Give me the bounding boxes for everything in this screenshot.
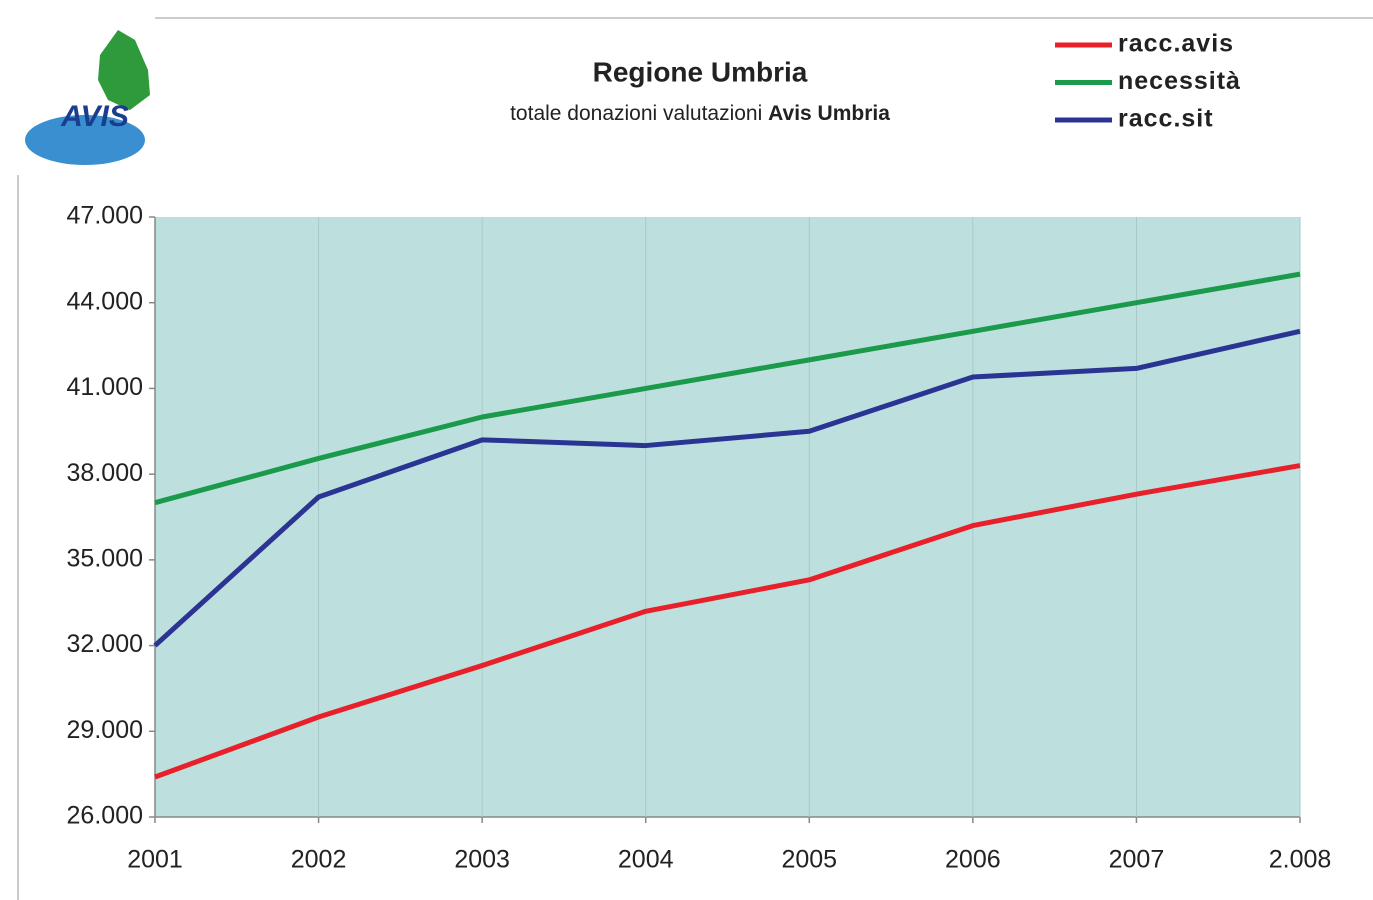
chart-subtitle: totale donazioni valutazioni Avis Umbria xyxy=(510,102,890,125)
x-tick-label: 2003 xyxy=(454,846,510,874)
y-tick-label: 41.000 xyxy=(67,373,143,401)
x-tick-label: 2004 xyxy=(618,846,674,874)
series-line xyxy=(154,271,1301,506)
x-tick-label: 2001 xyxy=(127,846,183,874)
y-tick-label: 38.000 xyxy=(67,459,143,487)
y-tick-label: 32.000 xyxy=(67,630,143,658)
x-tick-label: 2007 xyxy=(1109,846,1165,874)
x-tick-label: 2006 xyxy=(945,846,1001,874)
y-tick-label: 35.000 xyxy=(67,544,143,572)
x-tick-label: 2005 xyxy=(781,846,837,874)
subtitle-text: totale donazioni valutazioni xyxy=(510,102,762,125)
y-tick-label: 47.000 xyxy=(67,202,143,230)
series-line xyxy=(153,328,1301,648)
logo-region xyxy=(98,30,150,110)
plot-area xyxy=(155,217,1300,817)
logo: AVIS xyxy=(25,30,150,165)
y-tick-label: 44.000 xyxy=(67,287,143,315)
legend-label: necessità xyxy=(1118,67,1241,95)
x-tick-label: 2002 xyxy=(291,846,347,874)
logo-text: AVIS xyxy=(60,100,129,133)
x-tick-label: 2.008 xyxy=(1269,846,1332,874)
y-tick-label: 29.000 xyxy=(67,716,143,744)
series-line xyxy=(154,463,1301,780)
legend-label: racc.sit xyxy=(1118,105,1214,133)
y-tick-label: 26.000 xyxy=(67,802,143,830)
subtitle-bold: Avis Umbria xyxy=(768,102,890,125)
chart-title: Regione Umbria xyxy=(593,56,808,87)
logo-globe xyxy=(25,115,145,165)
legend-label: racc.avis xyxy=(1118,30,1234,58)
